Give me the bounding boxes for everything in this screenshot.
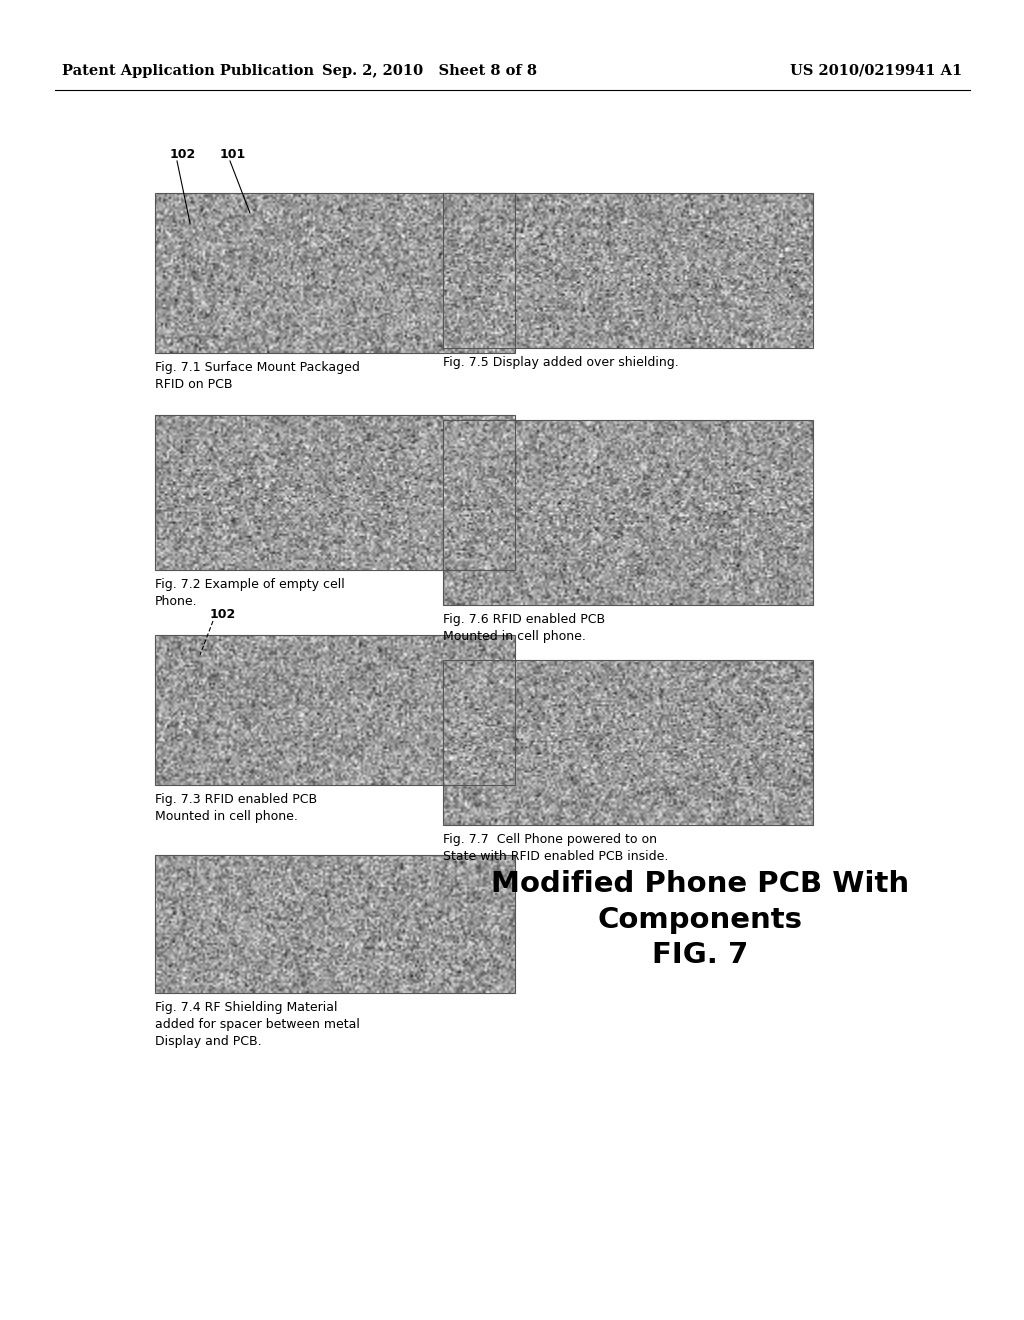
Bar bbox=[155, 855, 515, 993]
Text: Modified Phone PCB With: Modified Phone PCB With bbox=[490, 870, 909, 898]
Text: Sep. 2, 2010   Sheet 8 of 8: Sep. 2, 2010 Sheet 8 of 8 bbox=[323, 63, 538, 78]
Text: 101: 101 bbox=[220, 148, 246, 161]
Text: Fig. 7.5 Display added over shielding.: Fig. 7.5 Display added over shielding. bbox=[443, 356, 679, 370]
Text: FIG. 7: FIG. 7 bbox=[652, 941, 749, 969]
Text: Patent Application Publication: Patent Application Publication bbox=[62, 63, 314, 78]
Text: US 2010/0219941 A1: US 2010/0219941 A1 bbox=[790, 63, 962, 78]
Bar bbox=[443, 420, 813, 605]
Bar bbox=[155, 193, 515, 352]
Text: Fig. 7.2 Example of empty cell
Phone.: Fig. 7.2 Example of empty cell Phone. bbox=[155, 578, 345, 609]
Text: 102: 102 bbox=[210, 609, 237, 620]
Bar bbox=[443, 193, 813, 348]
Text: Fig. 7.7  Cell Phone powered to on
State with RFID enabled PCB inside.: Fig. 7.7 Cell Phone powered to on State … bbox=[443, 833, 669, 863]
Text: 102: 102 bbox=[170, 148, 197, 161]
Text: Fig. 7.3 RFID enabled PCB
Mounted in cell phone.: Fig. 7.3 RFID enabled PCB Mounted in cel… bbox=[155, 793, 317, 822]
Bar bbox=[443, 660, 813, 825]
Text: Components: Components bbox=[597, 906, 803, 933]
Bar bbox=[155, 635, 515, 785]
Bar bbox=[155, 414, 515, 570]
Text: Fig. 7.4 RF Shielding Material
added for spacer between metal
Display and PCB.: Fig. 7.4 RF Shielding Material added for… bbox=[155, 1001, 359, 1048]
Text: Fig. 7.6 RFID enabled PCB
Mounted in cell phone.: Fig. 7.6 RFID enabled PCB Mounted in cel… bbox=[443, 612, 605, 643]
Text: Fig. 7.1 Surface Mount Packaged
RFID on PCB: Fig. 7.1 Surface Mount Packaged RFID on … bbox=[155, 360, 359, 391]
